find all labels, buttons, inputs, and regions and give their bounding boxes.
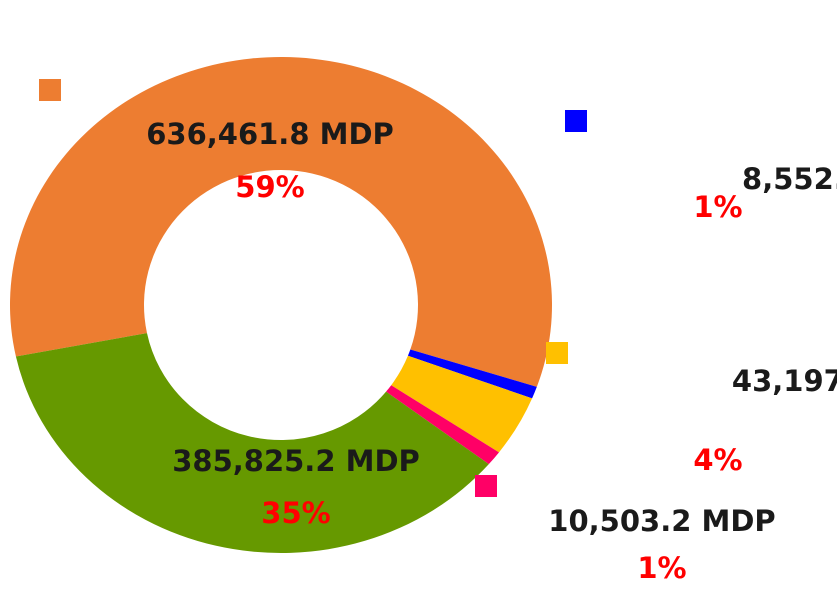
percent-label: 35% <box>261 496 330 530</box>
donut-segment <box>391 355 533 453</box>
donut-segment <box>386 385 500 465</box>
value-label: 636,461.8 MDP <box>146 117 394 151</box>
value-label: 10,503.2 MDP <box>548 504 775 538</box>
percent-label: 1% <box>637 551 686 585</box>
value-label: 43,197.9 MD <box>732 364 837 398</box>
donut-segment <box>9 57 552 387</box>
value-label: 385,825.2 MDP <box>172 444 420 478</box>
legend-swatch <box>475 475 497 497</box>
donut-segment <box>15 333 489 554</box>
legend-swatch <box>546 342 568 364</box>
percent-label: 59% <box>235 170 304 204</box>
percent-label: 4% <box>693 443 742 477</box>
legend-swatch <box>39 79 61 101</box>
value-label: 8,552.0 MD <box>742 162 837 196</box>
legend-swatch <box>565 110 587 132</box>
percent-label: 1% <box>693 190 742 224</box>
donut-segment <box>407 349 537 399</box>
